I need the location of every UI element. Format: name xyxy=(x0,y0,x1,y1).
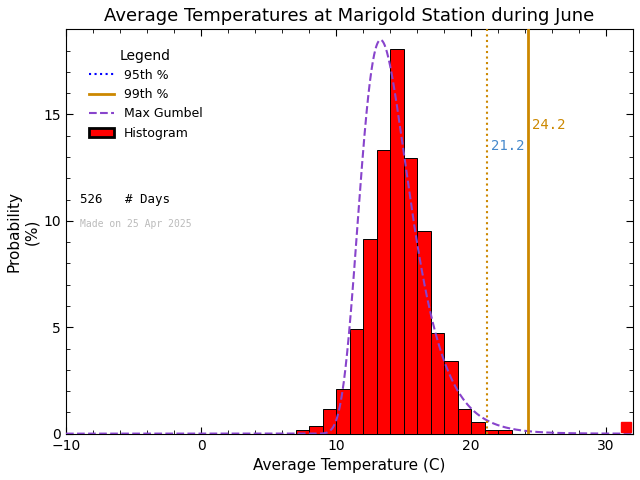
Bar xyxy=(349,328,363,433)
Bar xyxy=(323,409,336,433)
Bar xyxy=(296,430,309,433)
Bar xyxy=(498,430,511,433)
Y-axis label: Probability
(%): Probability (%) xyxy=(7,191,39,272)
Bar xyxy=(431,333,444,433)
Bar xyxy=(484,430,498,433)
Bar xyxy=(404,158,417,433)
Bar xyxy=(444,361,458,433)
X-axis label: Average Temperature (C): Average Temperature (C) xyxy=(253,458,445,473)
Bar xyxy=(336,389,349,433)
Bar xyxy=(471,421,484,433)
Bar xyxy=(363,240,376,433)
Text: 21.2: 21.2 xyxy=(492,139,525,153)
Text: Made on 25 Apr 2025: Made on 25 Apr 2025 xyxy=(80,219,192,229)
Bar xyxy=(390,49,404,433)
Text: 526   # Days: 526 # Days xyxy=(80,193,170,206)
Bar xyxy=(376,150,390,433)
Legend: 95th %, 99th %, Max Gumbel, Histogram: 95th %, 99th %, Max Gumbel, Histogram xyxy=(84,44,207,144)
Bar xyxy=(309,426,323,433)
Bar xyxy=(458,409,471,433)
Text: 24.2: 24.2 xyxy=(532,118,565,132)
Title: Average Temperatures at Marigold Station during June: Average Temperatures at Marigold Station… xyxy=(104,7,595,25)
Bar xyxy=(417,231,431,433)
